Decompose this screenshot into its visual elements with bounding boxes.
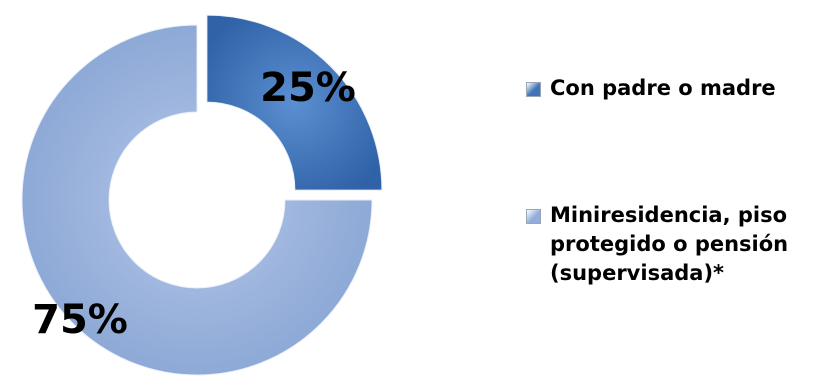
legend-label-con-padre-o-madre: Con padre o madre: [550, 76, 776, 100]
legend: Con padre o madre Miniresidencia, piso p…: [526, 74, 822, 288]
legend-item-miniresidencia: Miniresidencia, piso protegido o pensión…: [526, 201, 822, 288]
donut-slice-0: [206, 14, 383, 191]
legend-swatch-miniresidencia: [526, 209, 541, 224]
data-label-0: 25%: [260, 65, 356, 111]
legend-item-con-padre-o-madre: Con padre o madre: [526, 74, 822, 103]
donut-slices: [21, 14, 383, 376]
legend-label-miniresidencia: Miniresidencia, piso protegido o pensión…: [550, 203, 789, 285]
legend-swatch-con-padre-o-madre: [526, 82, 541, 97]
donut-slice-1: [21, 24, 373, 376]
data-labels: 25% 75%: [32, 65, 356, 343]
data-label-1: 75%: [32, 297, 128, 343]
